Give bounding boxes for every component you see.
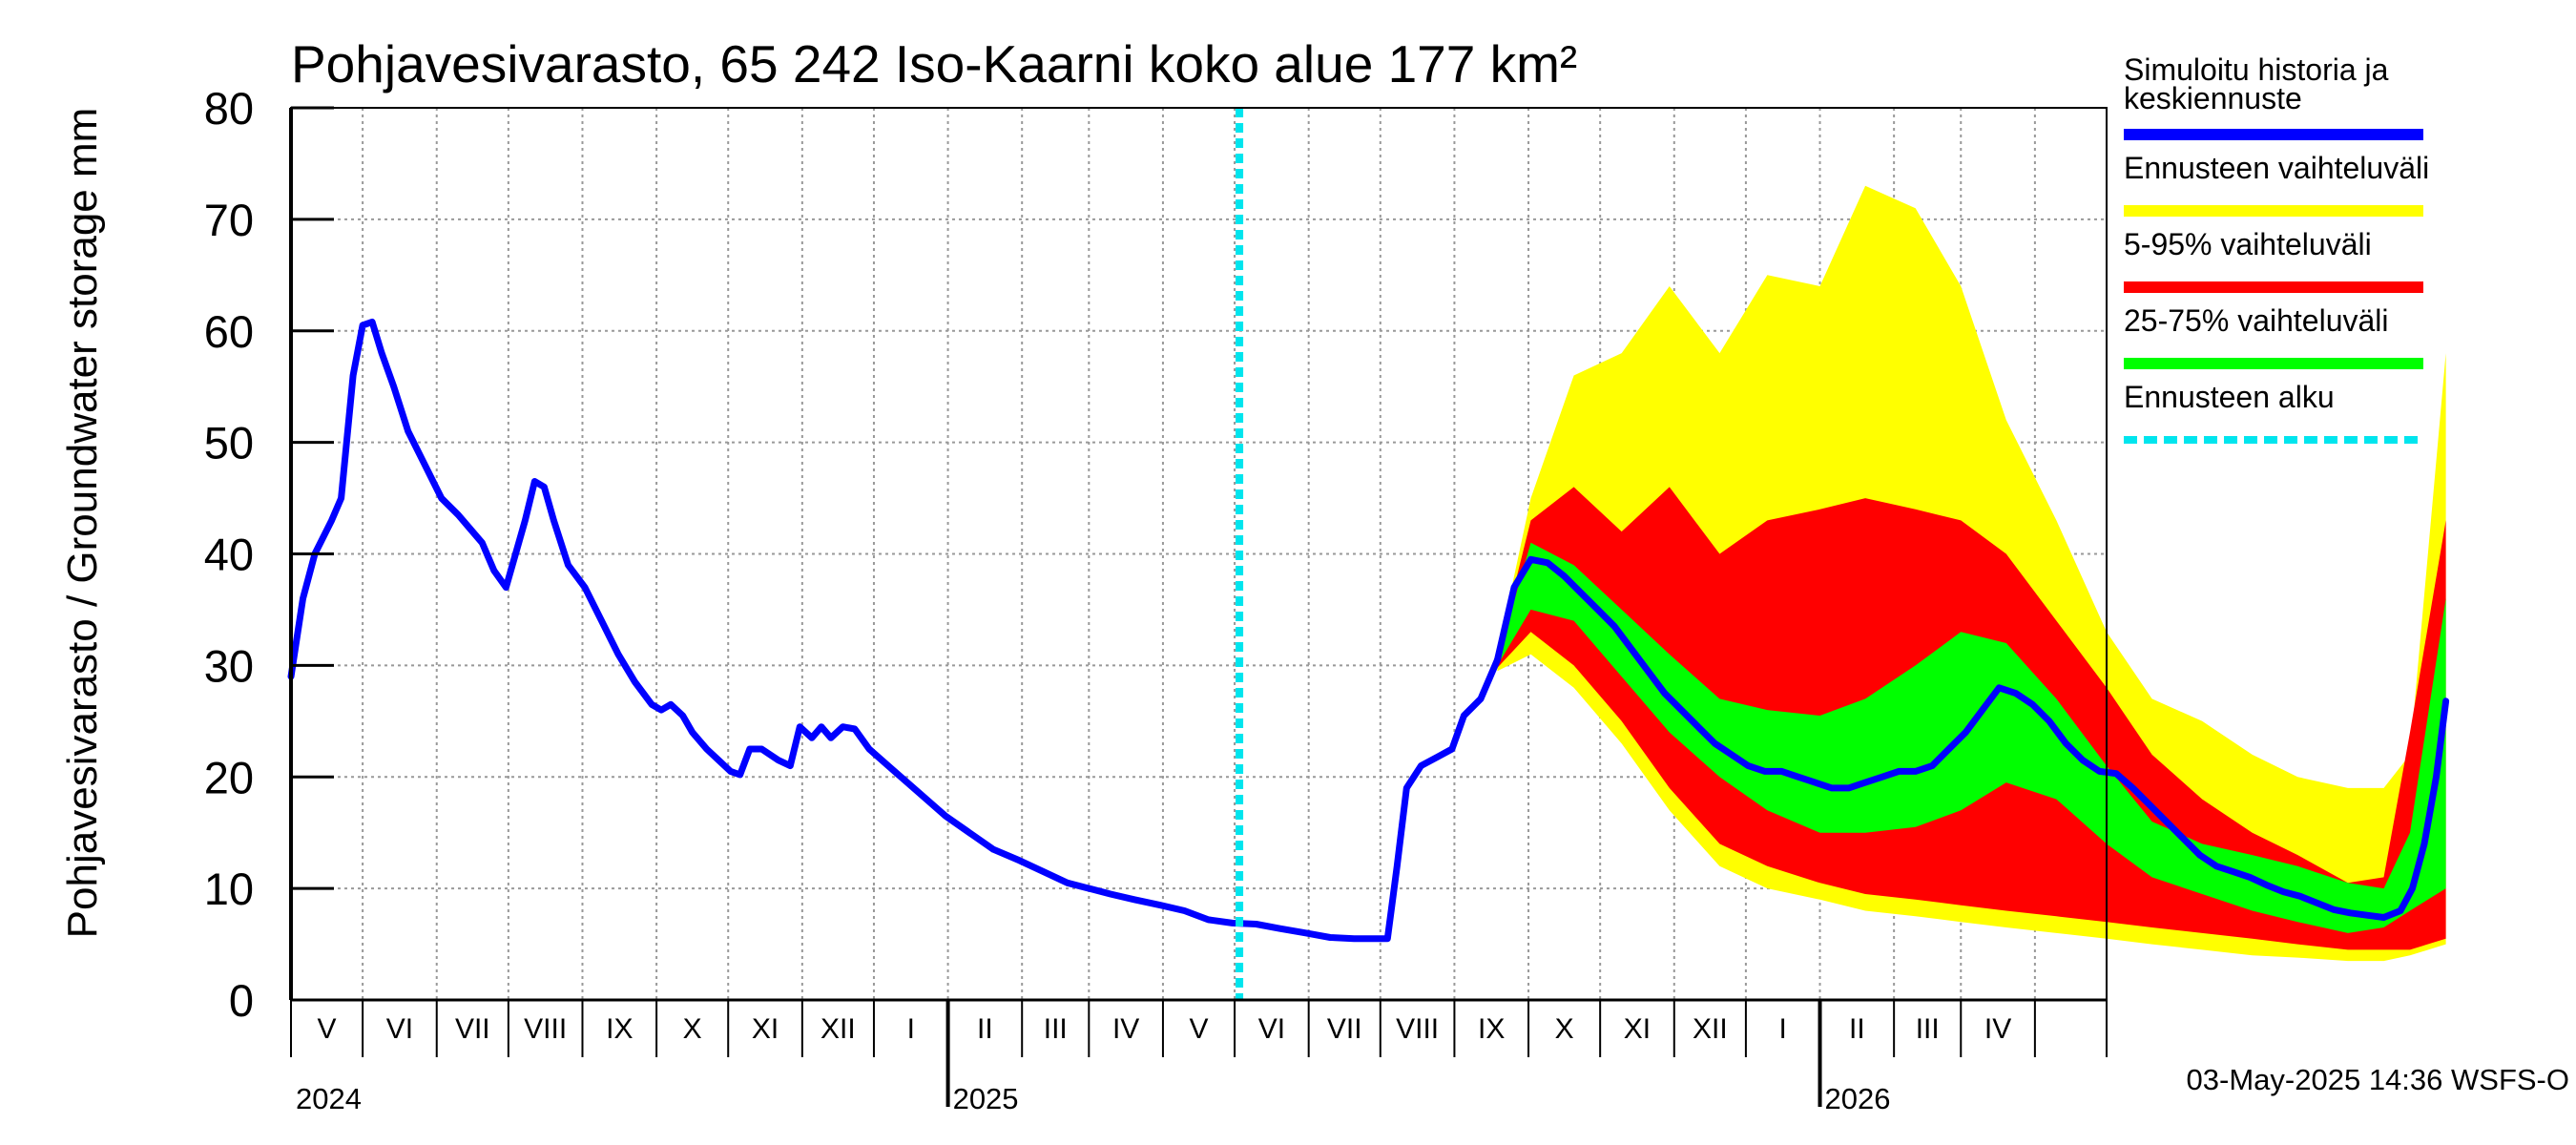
month-tick-label: IX bbox=[606, 1013, 633, 1045]
month-tick-label: VI bbox=[386, 1013, 413, 1045]
series-history-line bbox=[287, 318, 1501, 943]
month-tick-label: X bbox=[1555, 1013, 1574, 1045]
y-tick-label: 60 bbox=[204, 306, 254, 357]
month-tick-label: I bbox=[907, 1013, 915, 1045]
legend-item: Ennusteen alku bbox=[2124, 380, 2423, 444]
month-tick-label: VIII bbox=[524, 1013, 567, 1045]
legend-item: 5-95% vaihteluväli bbox=[2124, 227, 2423, 293]
y-tick-label: 70 bbox=[204, 195, 254, 245]
y-tick-label: 80 bbox=[204, 83, 254, 134]
month-tick-label: V bbox=[1189, 1013, 1208, 1045]
month-tick-label: VI bbox=[1258, 1013, 1285, 1045]
legend-label: 25-75% vaihteluväli bbox=[2124, 303, 2389, 338]
month-tick-label: I bbox=[1779, 1013, 1787, 1045]
y-tick-label: 40 bbox=[204, 530, 254, 580]
y-tick-label: 30 bbox=[204, 640, 254, 691]
month-tick-label: III bbox=[1916, 1013, 1940, 1045]
timestamp: 03-May-2025 14:36 WSFS-O bbox=[2187, 1063, 2569, 1096]
y-tick-label: 50 bbox=[204, 418, 254, 468]
month-tick-label: IX bbox=[1478, 1013, 1505, 1045]
month-tick-label: VII bbox=[455, 1013, 490, 1045]
legend-item: 25-75% vaihteluväli bbox=[2124, 303, 2423, 369]
legend-item: Ennusteen vaihteluväli bbox=[2124, 151, 2429, 217]
y-tick-label: 0 bbox=[229, 975, 254, 1026]
legend-label: Ennusteen alku bbox=[2124, 380, 2335, 414]
month-tick-label: IV bbox=[1984, 1013, 2011, 1045]
month-tick-label: VII bbox=[1327, 1013, 1362, 1045]
chart-title: Pohjavesivarasto, 65 242 Iso-Kaarni koko… bbox=[291, 34, 1577, 94]
legend-label: 5-95% vaihteluväli bbox=[2124, 227, 2372, 261]
month-tick-label: XI bbox=[752, 1013, 779, 1045]
legend-label: Simuloitu historia ja bbox=[2124, 52, 2389, 87]
month-tick-label: IV bbox=[1112, 1013, 1139, 1045]
series-forecast-median-line bbox=[1494, 555, 2450, 921]
y-tick-label: 10 bbox=[204, 864, 254, 914]
month-tick-label: III bbox=[1044, 1013, 1068, 1045]
y-tick-label: 20 bbox=[204, 752, 254, 802]
month-tick-label: X bbox=[683, 1013, 702, 1045]
month-tick-label: XII bbox=[1693, 1013, 1728, 1045]
year-tick-label: 2024 bbox=[296, 1082, 362, 1115]
month-tick-label: II bbox=[1849, 1013, 1865, 1045]
year-tick-label: 2025 bbox=[953, 1082, 1019, 1115]
month-tick-label: XII bbox=[821, 1013, 856, 1045]
year-tick-label: 2026 bbox=[1825, 1082, 1891, 1115]
y-axis-label: Pohjavesivarasto / Groundwater storage m… bbox=[59, 108, 106, 939]
month-tick-label: V bbox=[318, 1013, 337, 1045]
month-tick-label: XI bbox=[1624, 1013, 1651, 1045]
month-tick-label: VIII bbox=[1396, 1013, 1439, 1045]
band-25-75 bbox=[1497, 542, 2446, 933]
legend-label: keskiennuste bbox=[2124, 81, 2302, 115]
legend-label: Ennusteen vaihteluväli bbox=[2124, 151, 2429, 185]
month-tick-label: II bbox=[977, 1013, 993, 1045]
